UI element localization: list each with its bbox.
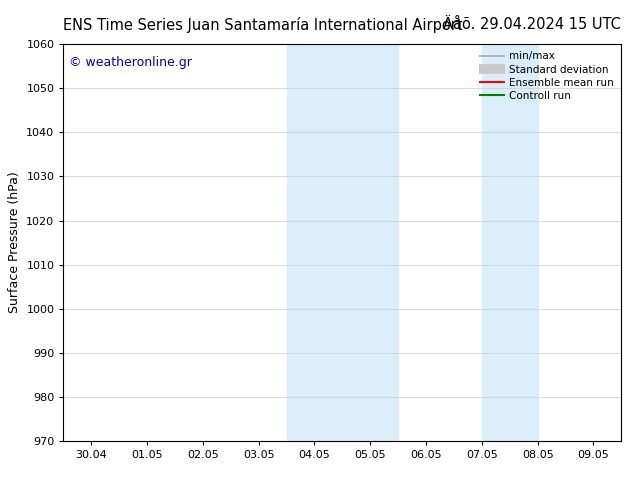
Text: © weatheronline.gr: © weatheronline.gr bbox=[69, 56, 192, 69]
Legend: min/max, Standard deviation, Ensemble mean run, Controll run: min/max, Standard deviation, Ensemble me… bbox=[477, 49, 616, 103]
Y-axis label: Surface Pressure (hPa): Surface Pressure (hPa) bbox=[8, 172, 21, 314]
Text: ENS Time Series Juan Santamaría International Airport: ENS Time Series Juan Santamaría Internat… bbox=[63, 17, 463, 33]
Bar bbox=[482, 44, 538, 441]
Bar bbox=[287, 44, 398, 441]
Text: Äåõ. 29.04.2024 15 UTC: Äåõ. 29.04.2024 15 UTC bbox=[443, 17, 621, 32]
